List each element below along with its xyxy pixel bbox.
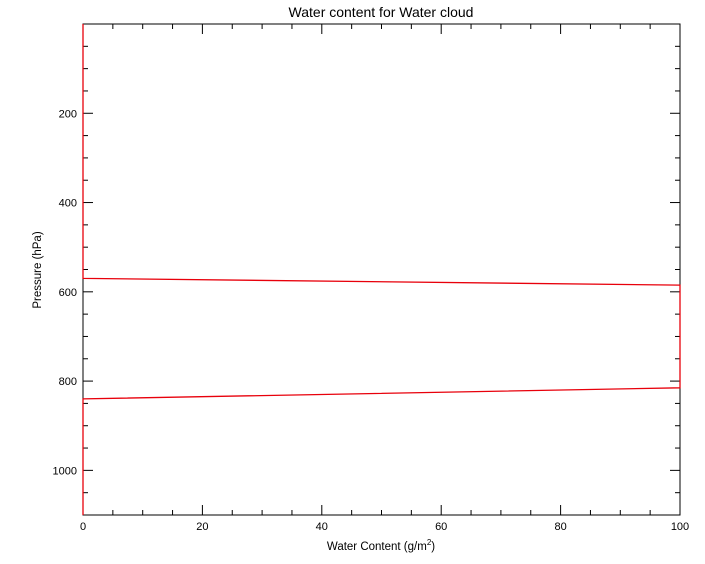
- x-axis-label-end: ): [431, 541, 435, 553]
- y-tick-label: 1000: [53, 465, 77, 477]
- y-tick-label: 400: [59, 198, 77, 210]
- x-axis-ticks: [82, 24, 681, 515]
- y-tick-label: 800: [59, 376, 77, 388]
- chart-title: Water content for Water cloud: [289, 4, 474, 20]
- x-tick-label: 80: [554, 521, 566, 533]
- y-tick-label: 600: [59, 287, 77, 299]
- x-tick-label: 0: [80, 521, 86, 533]
- x-axis-label: Water Content (g/m2): [327, 538, 435, 553]
- series-line: [82, 24, 681, 515]
- y-axis-tick-labels: 200 400 600 800 1000: [53, 108, 77, 477]
- series-layer: [82, 24, 681, 515]
- x-tick-label: 20: [196, 521, 208, 533]
- x-axis-tick-labels: 0 20 40 60 80 100: [80, 521, 689, 533]
- x-tick-label: 40: [316, 521, 328, 533]
- y-axis-ticks: [83, 45, 680, 516]
- plot-frame: [82, 23, 681, 516]
- x-tick-label: 100: [671, 521, 689, 533]
- y-tick-label: 200: [59, 108, 77, 120]
- x-axis-label-main: Water Content (g/m: [327, 541, 427, 553]
- y-axis-label: Pressure (hPa): [32, 231, 44, 309]
- x-tick-label: 60: [435, 521, 447, 533]
- x-axis-label-superscript: 2: [427, 538, 432, 547]
